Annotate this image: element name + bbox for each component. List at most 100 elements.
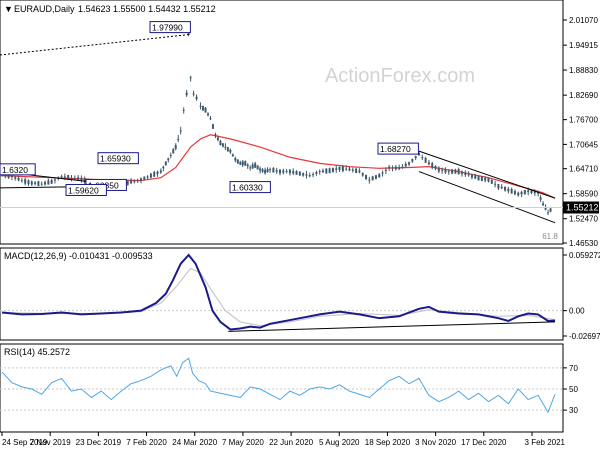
- candle-body: [451, 169, 454, 174]
- candle-body: [136, 180, 139, 182]
- x-tick-label: 3 Feb 2021: [525, 438, 566, 447]
- channel-upper-line: [418, 150, 556, 199]
- candle-body: [189, 77, 192, 79]
- candle-body: [480, 176, 483, 182]
- candle-body: [44, 181, 47, 185]
- candle-body: [404, 163, 407, 167]
- candle-body: [351, 169, 354, 171]
- header-arrow-icon[interactable]: ▼: [4, 4, 13, 14]
- candle-body: [209, 118, 212, 120]
- candle-body: [259, 168, 262, 171]
- candle-body: [328, 168, 331, 174]
- candle-body: [312, 174, 315, 176]
- candle-body: [126, 180, 129, 185]
- candle-body: [261, 169, 264, 172]
- candle-body: [358, 170, 361, 173]
- candle-body: [302, 173, 305, 176]
- macd-tick-label: 0.059272: [569, 251, 600, 260]
- x-tick-label: 17 Dec 2020: [461, 438, 507, 447]
- price-label-text: 1.60330: [232, 183, 263, 193]
- macd-tick-label: 0.00: [569, 307, 585, 316]
- candle-body: [470, 174, 473, 178]
- candle-body: [447, 171, 450, 173]
- candle-body: [414, 156, 417, 159]
- candle-body: [153, 171, 156, 177]
- moving-average-line: [1, 134, 556, 199]
- price-tick-label: 2.01070: [569, 16, 598, 25]
- rsi-line: [1, 357, 556, 414]
- candle-body: [467, 174, 470, 176]
- rsi-title: RSI(14) 45.2572: [4, 347, 70, 357]
- candle-body: [282, 170, 285, 173]
- candle-body: [441, 169, 444, 171]
- fib-label: 61.8: [542, 232, 558, 241]
- candle-body: [487, 177, 490, 182]
- candle-body: [484, 177, 487, 181]
- candle-body: [461, 171, 464, 174]
- candle-body: [504, 186, 507, 191]
- candle-body: [391, 167, 394, 169]
- candle-body: [292, 171, 295, 174]
- candle-body: [275, 170, 278, 172]
- x-tick-label: 24 Mar 2020: [172, 438, 217, 447]
- rsi-panel-frame: [0, 343, 564, 433]
- price-label-text: 1.97990: [152, 23, 183, 33]
- candle-body: [278, 169, 281, 174]
- macd-line: [1, 253, 556, 331]
- candle-body: [530, 190, 533, 194]
- candle-body: [378, 173, 381, 178]
- candle-body: [345, 168, 348, 170]
- price-labels-group: 1.979901.659301.608501.596201.603301.682…: [0, 21, 419, 196]
- candle-body: [497, 184, 500, 189]
- candle-body: [156, 171, 159, 175]
- candle-body: [40, 183, 43, 185]
- price-label-box: [97, 152, 139, 165]
- candle-body: [192, 93, 195, 95]
- price-tick-label: 1.76700: [569, 116, 598, 125]
- price-tick-label: 1.46530: [569, 239, 598, 248]
- price-tick-label: 1.88830: [569, 66, 598, 75]
- price-label-box: [149, 21, 191, 34]
- macd-y-axis: 0.059272 0.00 -0.026978: [563, 251, 600, 341]
- candle-body: [266, 169, 269, 172]
- candle-body: [47, 180, 50, 185]
- price-tick-label: 1.82690: [569, 91, 598, 100]
- candle-body: [7, 173, 10, 178]
- candle-body: [388, 166, 391, 169]
- candle-body: [185, 92, 188, 96]
- price-tick-label: 1.94915: [569, 41, 598, 50]
- candle-body: [249, 167, 252, 169]
- candle-body: [523, 189, 526, 195]
- candle-body: [83, 177, 86, 183]
- macd-tick-label: -0.026978: [569, 332, 600, 341]
- price-label-box: [65, 183, 107, 196]
- candle-body: [174, 145, 177, 149]
- price-tick-label: 1.64710: [569, 165, 598, 174]
- rsi-y-axis: 70 50 30: [563, 364, 578, 415]
- candle-body: [172, 149, 175, 154]
- candle-body: [490, 179, 493, 184]
- candle-body: [10, 176, 13, 178]
- candle-body: [464, 172, 467, 176]
- candle-body: [398, 168, 401, 170]
- candle-body: [444, 169, 447, 173]
- candle-body: [322, 170, 325, 173]
- candlestick-group: [1, 29, 552, 216]
- candle-body: [539, 197, 542, 200]
- x-tick-label: 22 Jun 2020: [269, 438, 314, 447]
- candle-body: [133, 181, 136, 183]
- candle-body: [325, 168, 328, 174]
- x-tick-label: 7 Feb 2020: [126, 438, 167, 447]
- candle-body: [408, 162, 411, 165]
- candle-body: [77, 177, 80, 180]
- candle-body: [424, 157, 427, 163]
- price-label-box: [377, 142, 419, 155]
- x-tick-label: 24 Sep 2019: [2, 438, 48, 447]
- macd-trendline: [228, 321, 556, 332]
- candle-body: [226, 147, 229, 152]
- candle-body: [454, 169, 457, 174]
- candle-body: [544, 206, 547, 210]
- candle-body: [37, 181, 40, 186]
- candle-body: [517, 192, 520, 196]
